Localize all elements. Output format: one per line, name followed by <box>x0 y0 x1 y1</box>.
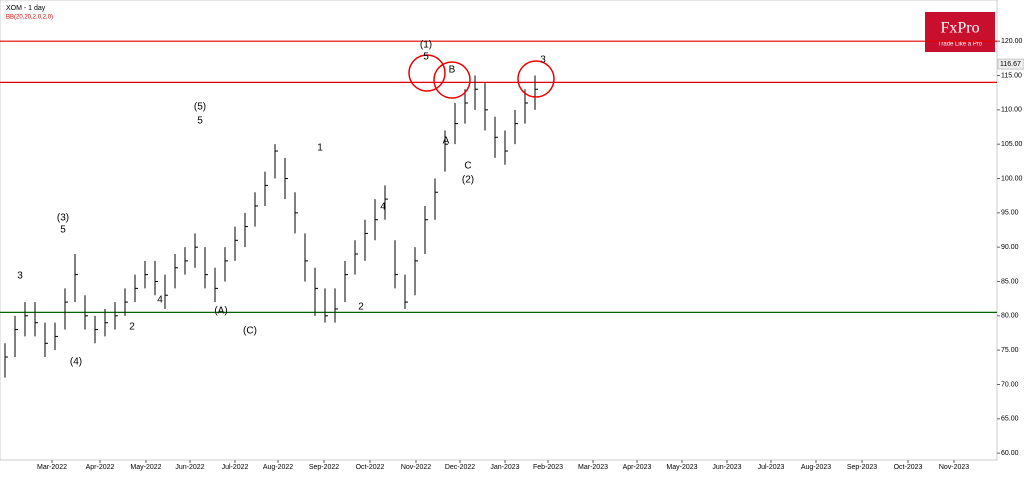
wave-label: 2 <box>129 322 135 333</box>
x-tick-label: Jun-2023 <box>712 464 741 471</box>
y-tick-label: 80.00 <box>1001 313 1019 320</box>
x-tick-label: Apr-2022 <box>86 464 115 471</box>
wave-label: B <box>449 65 456 76</box>
wave-label: 1 <box>317 143 323 154</box>
y-tick-label: 100.00 <box>1001 175 1023 182</box>
x-tick-label: Jul-2022 <box>222 464 249 471</box>
wave-label: C <box>464 161 471 172</box>
x-tick-label: Sep-2022 <box>309 464 339 471</box>
x-tick-label: Jan-2023 <box>490 464 519 471</box>
wave-label: A <box>443 136 450 147</box>
x-tick-label: Feb-2023 <box>533 464 563 471</box>
x-tick-label: May-2023 <box>666 464 697 471</box>
x-tick-label: Jul-2023 <box>758 464 785 471</box>
x-tick-label: Jun-2022 <box>175 464 204 471</box>
x-tick-label: May-2022 <box>130 464 161 471</box>
wave-label: (C) <box>243 326 257 337</box>
wave-label: (5) <box>194 102 206 113</box>
logo-tagline: Trade Like a Pro <box>938 42 983 48</box>
wave-label: 5 <box>60 225 66 236</box>
y-tick-label: 90.00 <box>1001 244 1019 251</box>
last-price-label: 116.67 <box>1000 61 1021 68</box>
last-price-box <box>997 58 1024 70</box>
y-tick-label: 95.00 <box>1001 210 1019 217</box>
y-tick-label: 105.00 <box>1001 141 1023 148</box>
y-tick-label: 120.00 <box>1001 38 1023 45</box>
logo-box <box>925 12 995 52</box>
wave-label: (1) <box>420 40 432 51</box>
y-tick-label: 60.00 <box>1001 450 1019 457</box>
highlight-circle <box>408 54 446 92</box>
x-tick-label: Dec-2022 <box>445 464 475 471</box>
wave-label: 4 <box>380 202 386 213</box>
wave-label: (3) <box>57 213 69 224</box>
wave-label: 5 <box>197 116 203 127</box>
wave-label: 3 <box>540 55 546 66</box>
x-tick-label: Aug-2023 <box>801 464 831 471</box>
wave-label: (A) <box>214 306 227 317</box>
y-tick-label: 65.00 <box>1001 416 1019 423</box>
x-tick-label: Nov-2023 <box>939 464 969 471</box>
x-tick-label: Apr-2023 <box>623 464 652 471</box>
wave-label: 5 <box>423 52 429 63</box>
y-tick-label: 75.00 <box>1001 347 1019 354</box>
wave-label: 3 <box>17 271 23 282</box>
x-tick-label: Mar-2022 <box>37 464 67 471</box>
x-tick-label: Mar-2023 <box>578 464 608 471</box>
wave-label: (4) <box>70 357 82 368</box>
y-tick-label: 115.00 <box>1001 72 1022 79</box>
logo: FxPro <box>940 20 979 37</box>
highlight-circle <box>433 61 471 99</box>
y-tick-label: 85.00 <box>1001 278 1019 285</box>
wave-label: 2 <box>358 302 364 313</box>
wave-label: 4 <box>157 295 163 306</box>
y-tick-label: 110.00 <box>1001 107 1022 114</box>
indicator-label: BB(20,20,2,0,2,0) <box>6 15 53 21</box>
x-tick-label: Nov-2022 <box>401 464 431 471</box>
x-tick-label: Sep-2023 <box>847 464 877 471</box>
plot-area <box>0 0 998 461</box>
wave-label: (2) <box>462 175 474 186</box>
y-tick-label: 70.00 <box>1001 381 1019 388</box>
highlight-circle <box>517 60 555 98</box>
chart-title: XOM - 1 day <box>6 5 46 12</box>
x-tick-label: Oct-2023 <box>894 464 923 471</box>
x-tick-label: Oct-2022 <box>356 464 385 471</box>
x-tick-label: Aug-2022 <box>263 464 293 471</box>
